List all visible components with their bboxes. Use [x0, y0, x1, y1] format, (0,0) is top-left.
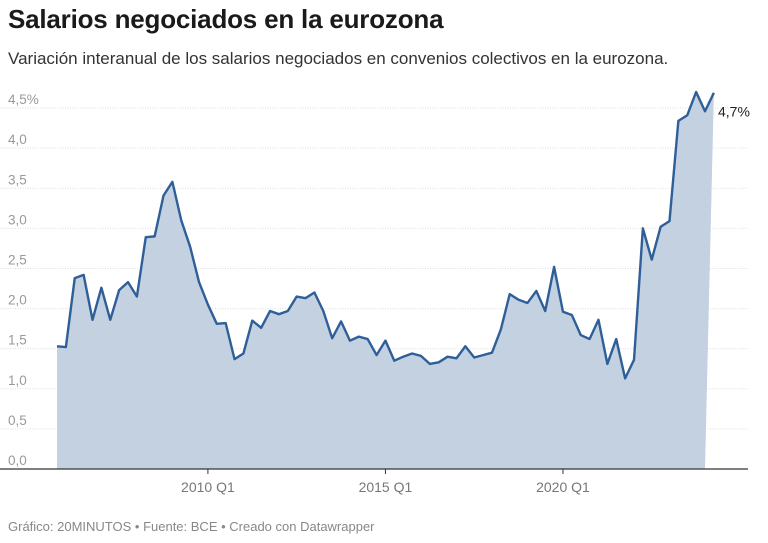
y-tick-label: 0,0: [8, 453, 27, 468]
chart-subtitle: Variación interanual de los salarios neg…: [8, 49, 669, 68]
y-tick-label: 4,0: [8, 132, 27, 147]
y-tick-label: 1,5: [8, 333, 27, 348]
x-tick-label: 2010 Q1: [181, 479, 235, 495]
area-chart: 0,0 0,5 1,0 1,5 2,0 2,5 3,0 3,5 4,0 4,5% 2010 Q1 20…: [0, 90, 750, 495]
y-tick-label: 2,5: [8, 252, 27, 267]
y-tick-label: 3,5: [8, 172, 27, 187]
chart-title: Salarios negociados en la eurozona: [8, 4, 444, 34]
series-line: [56, 90, 715, 380]
y-tick-label: 2,0: [8, 293, 27, 308]
x-tick-label: 2015 Q1: [359, 479, 413, 495]
footer-credits: Gráfico: 20MINUTOS • Fuente: BCE • Cread…: [8, 519, 375, 534]
last-value-label: 4,7%: [718, 103, 750, 119]
series-area: [57, 92, 714, 469]
y-tick-label: 1,0: [8, 373, 27, 388]
y-tick-label: 4,5%: [8, 92, 39, 107]
y-tick-label: 3,0: [8, 212, 27, 227]
y-tick-label: 0,5: [8, 413, 27, 428]
x-tick-label: 2020 Q1: [536, 479, 590, 495]
